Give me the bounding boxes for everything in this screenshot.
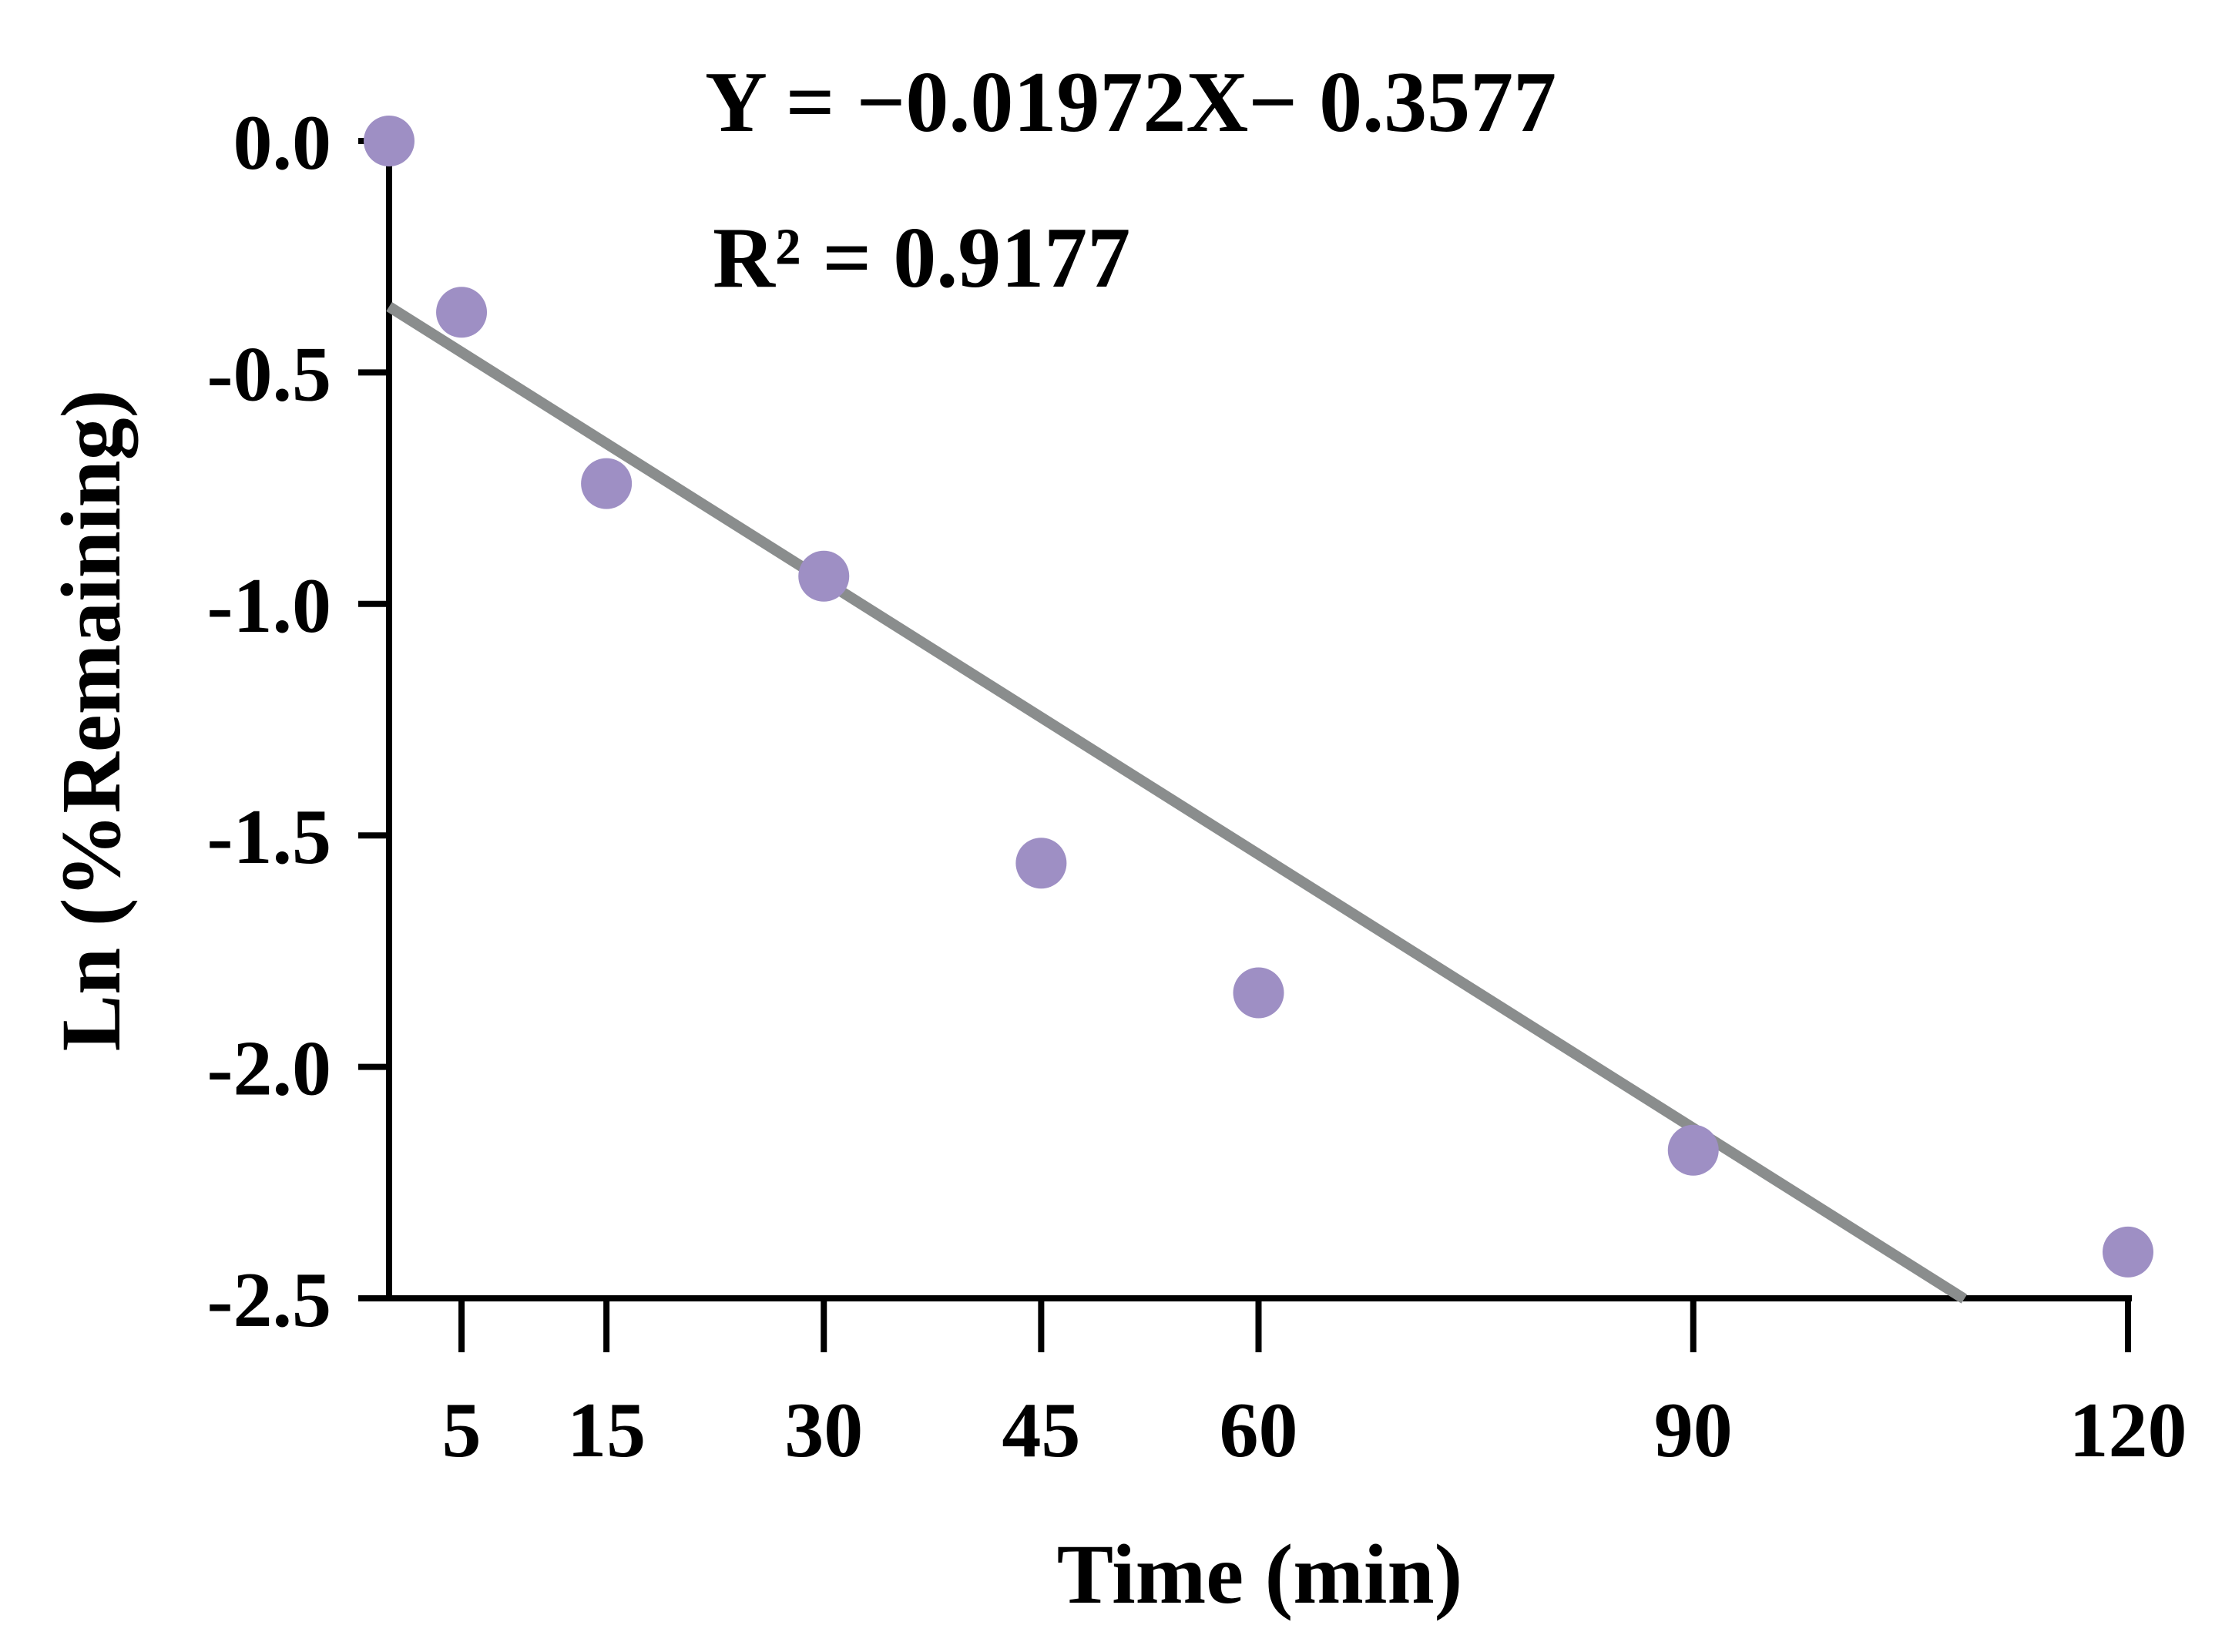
data-point <box>2103 1226 2153 1278</box>
x-tick-label: 120 <box>2069 1387 2187 1474</box>
y-tick-label: -2.5 <box>207 1257 331 1344</box>
r-squared-annotation: R² = 0.9177 <box>713 210 1130 306</box>
y-tick-label: -1.5 <box>207 794 331 881</box>
points-layer <box>364 116 2153 1278</box>
fit-layer <box>386 301 1968 1304</box>
y-tick-label: -0.5 <box>207 331 331 418</box>
y-tick-label: -2.0 <box>207 1026 331 1113</box>
x-tick-label: 90 <box>1654 1387 1733 1474</box>
x-tick-label: 30 <box>784 1387 863 1474</box>
x-tick-label: 15 <box>567 1387 646 1474</box>
data-point <box>1667 1124 1719 1176</box>
axes <box>358 137 2132 1352</box>
data-point <box>436 287 488 338</box>
data-point <box>1233 967 1284 1019</box>
data-point <box>1015 838 1067 889</box>
y-axis-title: Ln (%Remaining) <box>44 390 138 1052</box>
data-point <box>798 550 850 602</box>
x-tick-label: 45 <box>1002 1387 1080 1474</box>
regression-line <box>386 301 1968 1304</box>
data-point <box>581 458 633 509</box>
x-axis-title: Time (min) <box>1057 1527 1463 1621</box>
y-tick-label: 0.0 <box>233 99 332 186</box>
x-tick-label: 5 <box>442 1387 482 1474</box>
labels-layer: 0.0 -0.5 -1.0 -1.5 -2.0 -2.5 5 15 30 45 60 90 120 <box>207 99 2187 1474</box>
x-tick-label: 60 <box>1220 1387 1298 1474</box>
y-tick-label: -1.0 <box>207 562 331 650</box>
data-point <box>364 116 415 166</box>
equation-annotation: Y = −0.01972X− 0.3577 <box>705 55 1556 150</box>
